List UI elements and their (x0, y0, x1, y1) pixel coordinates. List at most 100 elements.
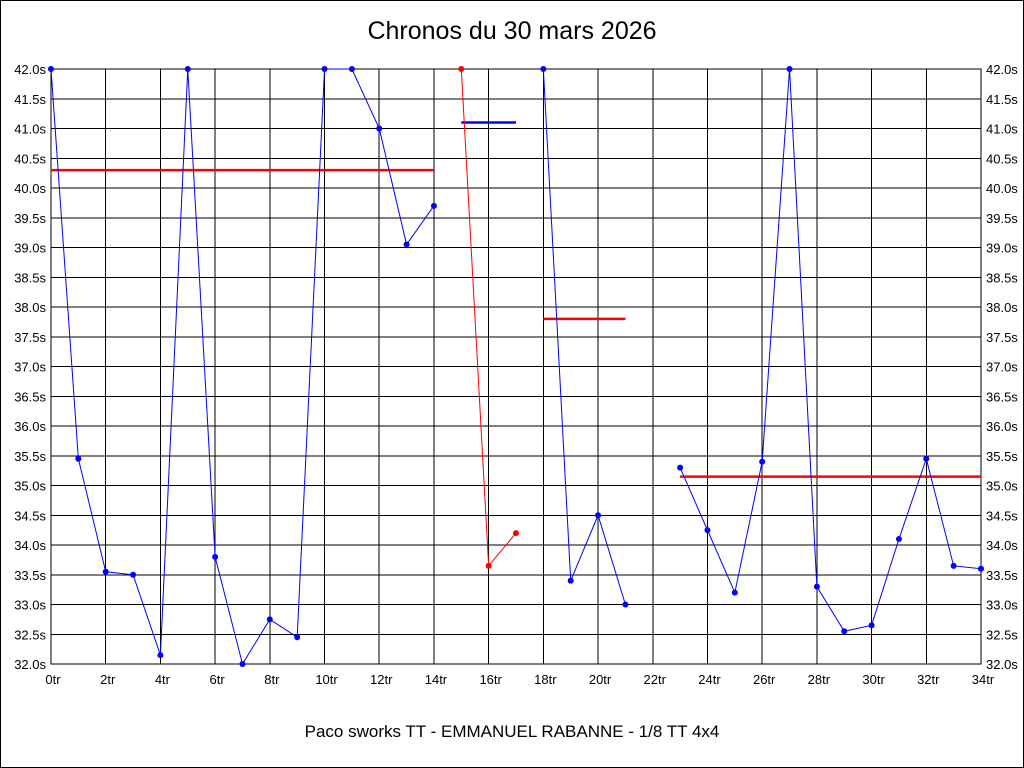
x-tick-label: 0tr (45, 672, 61, 687)
data-point (978, 565, 984, 572)
x-tick-label: 2tr (100, 672, 116, 687)
series-run-2-red (458, 66, 519, 569)
data-point (294, 634, 301, 641)
y-tick-label: 34.0s (986, 538, 1018, 553)
y-tick-label: 34.0s (14, 538, 46, 553)
data-point (75, 455, 82, 462)
x-tick-label: 34tr (972, 672, 995, 687)
y-axis-labels-right: 42.0s 41.5s 41.0s 40.5s 40.0s 39.5s 39.0s 38.5s… (986, 62, 1018, 672)
data-point (868, 622, 875, 629)
data-point (950, 562, 957, 569)
y-tick-label: 41.0s (986, 122, 1018, 137)
series-run-3-blue (540, 66, 629, 608)
y-tick-label: 39.0s (14, 241, 46, 256)
x-tick-label: 28tr (808, 672, 831, 687)
grid (50, 68, 982, 665)
data-point (704, 527, 711, 534)
y-tick-label: 38.0s (986, 300, 1018, 315)
x-tick-label: 12tr (370, 672, 393, 687)
y-tick-label: 39.0s (986, 241, 1018, 256)
data-point (923, 455, 930, 462)
y-tick-label: 33.5s (14, 568, 46, 583)
data-point (485, 562, 492, 569)
y-tick-label: 32.0s (986, 657, 1018, 672)
data-point (430, 202, 437, 209)
data-point (567, 577, 574, 584)
y-tick-label: 34.5s (986, 508, 1018, 523)
data-point (403, 241, 410, 248)
data-point (813, 583, 820, 590)
data-point (895, 536, 902, 543)
data-point (759, 458, 766, 465)
data-point (376, 125, 383, 132)
y-tick-label: 36.5s (986, 389, 1018, 404)
y-tick-label: 36.0s (14, 419, 46, 434)
y-tick-label: 33.0s (986, 598, 1018, 613)
data-point (212, 553, 219, 560)
x-tick-label: 22tr (644, 672, 667, 687)
data-point (321, 66, 328, 72)
y-tick-label: 40.5s (986, 151, 1018, 166)
y-tick-label: 38.0s (14, 300, 46, 315)
x-tick-label: 18tr (534, 672, 557, 687)
y-tick-label: 38.5s (986, 270, 1018, 285)
y-tick-label: 42.0s (14, 62, 46, 77)
data-point (622, 601, 629, 608)
series-line (679, 68, 982, 632)
y-tick-label: 35.5s (14, 449, 46, 464)
y-tick-label: 37.0s (14, 360, 46, 375)
y-tick-label: 32.5s (986, 627, 1018, 642)
y-tick-label: 42.0s (986, 62, 1018, 77)
data-point (102, 568, 109, 575)
y-tick-label: 35.5s (986, 449, 1018, 464)
y-tick-label: 40.0s (14, 181, 46, 196)
data-point (458, 66, 465, 72)
x-axis-labels: 0tr 2tr 4tr 6tr 8tr 10tr 12tr 14tr 16tr 18tr 20tr 2… (45, 672, 994, 687)
x-tick-label: 24tr (698, 672, 721, 687)
data-point (513, 530, 519, 537)
y-axis-labels-left: 42.0s 41.5s 41.0s 40.5s 40.0s 39.5s 39.0s 38.5s… (14, 62, 46, 672)
data-point (677, 464, 684, 471)
y-tick-label: 41.0s (14, 122, 46, 137)
y-tick-label: 41.5s (14, 92, 46, 107)
data-point (157, 652, 164, 659)
data-point (841, 628, 848, 635)
x-tick-label: 4tr (155, 672, 171, 687)
y-tick-label: 35.0s (986, 479, 1018, 494)
y-tick-label: 37.5s (14, 330, 46, 345)
y-tick-label: 34.5s (14, 508, 46, 523)
y-tick-label: 37.0s (986, 360, 1018, 375)
data-point (266, 616, 273, 623)
y-tick-label: 35.0s (14, 479, 46, 494)
x-tick-label: 32tr (917, 672, 940, 687)
y-tick-label: 40.5s (14, 151, 46, 166)
data-point (786, 66, 793, 72)
series-run-4-blue (677, 66, 984, 635)
x-tick-label: 16tr (479, 672, 502, 687)
series-run-1-blue (48, 66, 437, 667)
series-line (542, 68, 626, 605)
y-tick-label: 36.0s (986, 419, 1018, 434)
x-tick-label: 8tr (264, 672, 280, 687)
y-tick-label: 39.5s (986, 211, 1018, 226)
data-point (731, 589, 738, 596)
y-tick-label: 33.5s (986, 568, 1018, 583)
y-tick-label: 39.5s (14, 211, 46, 226)
chart-title: Chronos du 30 mars 2026 (367, 17, 657, 45)
x-tick-label: 26tr (753, 672, 776, 687)
data-point (348, 66, 355, 72)
data-point (540, 66, 547, 72)
y-tick-label: 32.5s (14, 627, 46, 642)
y-tick-label: 36.5s (14, 389, 46, 404)
data-point (239, 661, 246, 667)
data-point (48, 66, 54, 72)
data-point (130, 571, 137, 578)
y-tick-label: 33.0s (14, 598, 46, 613)
footer-caption: Paco sworks TT - EMMANUEL RABANNE - 1/8 … (304, 722, 720, 741)
x-tick-label: 10tr (315, 672, 338, 687)
x-tick-label: 14tr (425, 672, 448, 687)
y-tick-label: 32.0s (14, 657, 46, 672)
y-tick-label: 37.5s (986, 330, 1018, 345)
